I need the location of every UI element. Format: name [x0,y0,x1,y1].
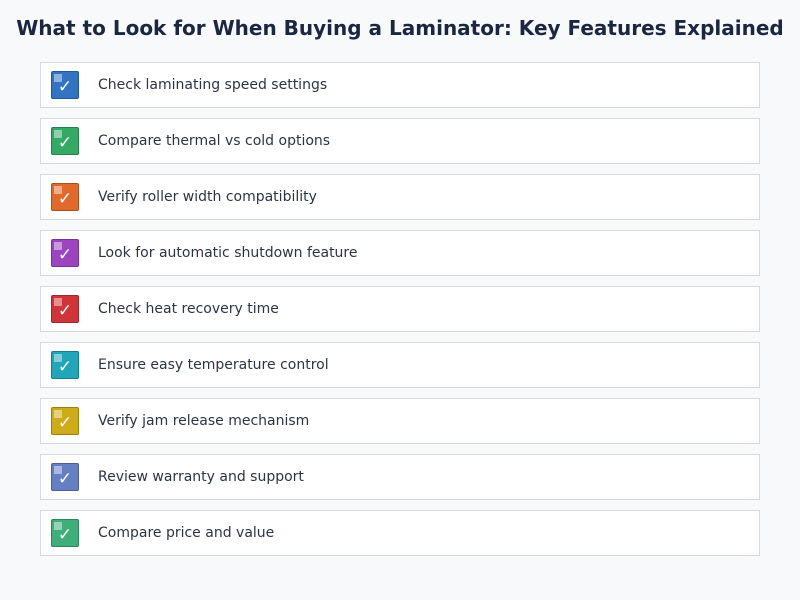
checklist-item-label: Compare thermal vs cold options [98,133,331,149]
checkbox-highlight [54,298,62,306]
checklist-item: ✓ Verify roller width compatibility [40,174,760,220]
checklist-item: ✓ Verify jam release mechanism [40,398,760,444]
checkbox-highlight [54,242,62,250]
checkbox-icon: ✓ [51,71,79,99]
feature-checklist: ✓ Check laminating speed settings ✓ Compare… [40,62,760,566]
checklist-item-label: Check laminating speed settings [98,77,328,93]
checkbox-icon: ✓ [51,183,79,211]
checklist-item: ✓ Review warranty and support [40,454,760,500]
checklist-item: ✓ Ensure easy temperature control [40,342,760,388]
checkbox-icon: ✓ [51,407,79,435]
checkbox-icon: ✓ [51,463,79,491]
checklist-item: ✓ Compare price and value [40,510,760,556]
checklist-item-label: Look for automatic shutdown feature [98,245,358,261]
checklist-item: ✓ Look for automatic shutdown feature [40,230,760,276]
checklist-item-label: Check heat recovery time [98,301,279,317]
checklist-item-label: Compare price and value [98,525,275,541]
checkbox-highlight [54,410,62,418]
checkbox-highlight [54,186,62,194]
checkbox-icon: ✓ [51,239,79,267]
checklist-item-label: Review warranty and support [98,469,304,485]
checkmark-icon: ✓ [57,413,73,433]
checkbox-highlight [54,74,62,82]
checklist-item-label: Verify roller width compatibility [98,189,317,205]
checkmark-icon: ✓ [57,357,73,377]
page-title: What to Look for When Buying a Laminator… [16,16,784,40]
checkmark-icon: ✓ [57,525,73,545]
checkmark-icon: ✓ [57,133,73,153]
checklist-item-label: Verify jam release mechanism [98,413,310,429]
checklist-item: ✓ Check laminating speed settings [40,62,760,108]
checkbox-highlight [54,466,62,474]
checkmark-icon: ✓ [57,245,73,265]
checkmark-icon: ✓ [57,469,73,489]
checklist-item: ✓ Check heat recovery time [40,286,760,332]
checkbox-icon: ✓ [51,351,79,379]
checkmark-icon: ✓ [57,77,73,97]
checkbox-highlight [54,354,62,362]
checkbox-icon: ✓ [51,295,79,323]
checklist-item-label: Ensure easy temperature control [98,357,329,373]
checkbox-highlight [54,130,62,138]
checklist-item: ✓ Compare thermal vs cold options [40,118,760,164]
checkmark-icon: ✓ [57,189,73,209]
checkmark-icon: ✓ [57,301,73,321]
checkbox-highlight [54,522,62,530]
checkbox-icon: ✓ [51,519,79,547]
checkbox-icon: ✓ [51,127,79,155]
